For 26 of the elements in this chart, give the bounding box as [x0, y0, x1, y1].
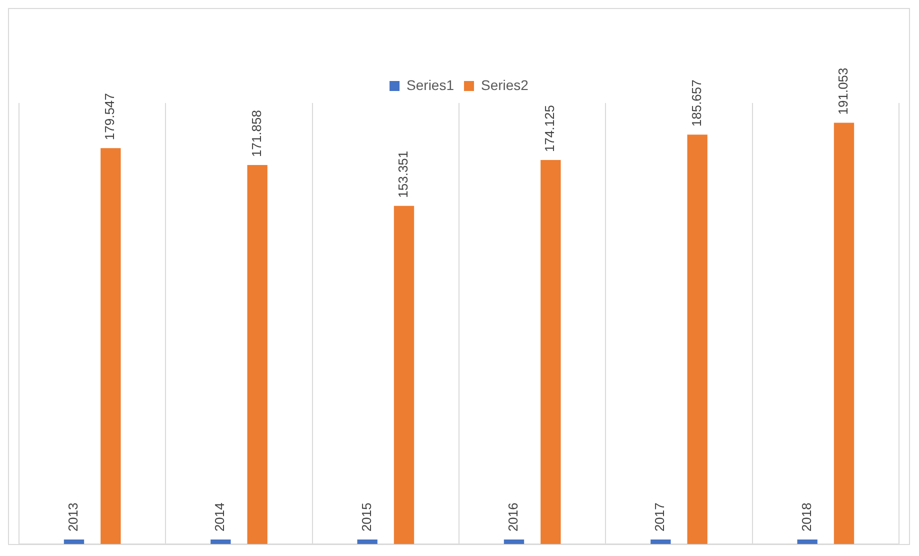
legend-label: Series1 [406, 76, 454, 93]
bar [100, 148, 121, 544]
data-label: 2014 [212, 502, 228, 532]
bar [210, 540, 231, 544]
bar [357, 540, 378, 544]
data-label: 2017 [652, 502, 668, 532]
data-label: 153.351 [396, 150, 411, 198]
data-label: 2016 [506, 502, 521, 532]
bar [64, 540, 84, 544]
data-label: 2013 [66, 502, 81, 532]
data-label: 185.657 [688, 80, 704, 127]
bar [650, 540, 671, 544]
data-label: 174.125 [542, 105, 558, 152]
data-label: 179.547 [102, 93, 118, 140]
bar [797, 540, 818, 544]
bar [504, 540, 524, 544]
bar [247, 165, 268, 544]
bar [687, 134, 708, 544]
legend-label: Series2 [481, 76, 529, 93]
bar [834, 122, 854, 544]
data-label: 191.053 [836, 68, 851, 115]
data-label: 2015 [358, 502, 374, 532]
data-label: 2018 [798, 502, 814, 532]
bar [540, 160, 561, 544]
data-label: 171.858 [248, 110, 264, 158]
bar [394, 206, 414, 544]
